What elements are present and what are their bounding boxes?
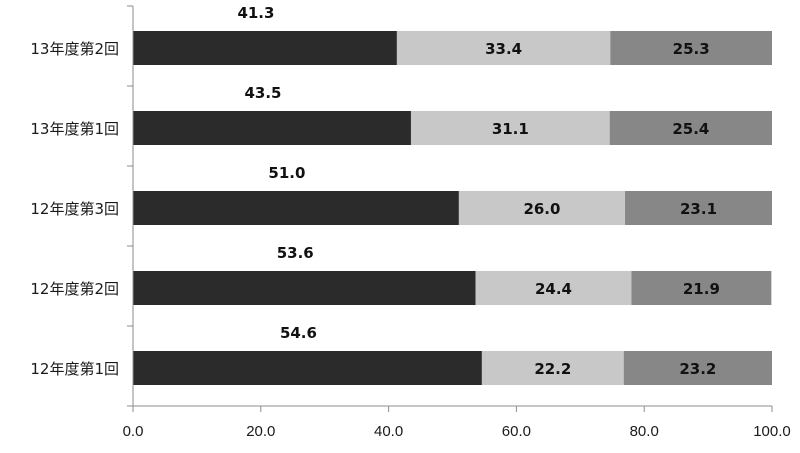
- data-label: 24.4: [535, 280, 572, 298]
- data-label: 23.1: [680, 200, 717, 218]
- bars-group: [133, 31, 772, 385]
- x-tick-label: 60.0: [502, 423, 531, 440]
- data-label: 43.5: [244, 84, 281, 102]
- data-label: 22.2: [534, 360, 571, 378]
- data-label: 25.3: [673, 40, 710, 58]
- bar-segment: [133, 31, 397, 65]
- bar-segment: [396, 31, 611, 65]
- bar-segment: [623, 351, 772, 385]
- data-label: 31.1: [492, 120, 529, 138]
- x-tick-label: 0.0: [123, 423, 144, 440]
- bar-segment: [410, 111, 610, 145]
- data-label: 51.0: [268, 164, 305, 182]
- category-label: 13年度第2回: [30, 40, 119, 58]
- axes-group: [127, 5, 773, 412]
- category-label: 12年度第2回: [30, 280, 119, 298]
- bar-segment: [610, 31, 772, 65]
- bar-segment: [133, 191, 459, 225]
- bar-segment: [133, 351, 482, 385]
- data-label: 25.4: [672, 120, 709, 138]
- labels-group: 0.0 20.0 40.0 60.0 80.0 100.0 13年度第2回 41.3 33.4 2…: [30, 4, 790, 440]
- category-label: 12年度第3回: [30, 200, 119, 218]
- bar-segment: [625, 191, 772, 225]
- data-label: 23.2: [679, 360, 716, 378]
- bar-segment: [458, 191, 626, 225]
- category-label: 12年度第1回: [30, 360, 119, 378]
- bar-segment: [475, 271, 632, 305]
- data-label: 21.9: [683, 280, 720, 298]
- data-label: 26.0: [523, 200, 560, 218]
- data-label: 54.6: [280, 324, 317, 342]
- x-tick-label: 40.0: [374, 423, 403, 440]
- data-label: 33.4: [485, 40, 522, 58]
- x-tick-label: 20.0: [246, 423, 275, 440]
- data-label: 53.6: [277, 244, 314, 262]
- x-tick-label: 80.0: [630, 423, 659, 440]
- bar-segment: [631, 271, 772, 305]
- x-tick-label: 100.0: [753, 423, 791, 440]
- data-label: 41.3: [237, 4, 274, 22]
- bar-segment: [481, 351, 624, 385]
- bar-segment: [609, 111, 772, 145]
- bar-segment: [133, 111, 411, 145]
- bar-segment: [133, 271, 476, 305]
- category-label: 13年度第1回: [30, 120, 119, 138]
